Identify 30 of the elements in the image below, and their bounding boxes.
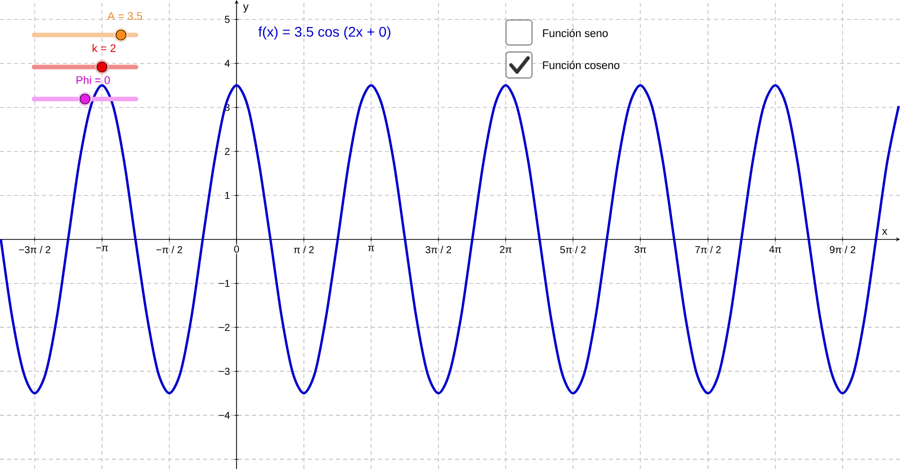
annotation: Función coseno (543, 60, 620, 70)
x-axis-title: x (882, 229, 888, 235)
y-tick-label: −4 (219, 412, 230, 419)
y-axis-title: y (243, 4, 249, 13)
y-tick-label: 2 (224, 148, 230, 155)
x-tick-label: 3π / 2 (426, 246, 452, 254)
y-tick-label: 4 (224, 60, 230, 67)
x-tick-label: −3π / 2 (19, 246, 50, 254)
y-tick-label: −1 (219, 280, 230, 287)
x-tick-label: 9π / 2 (830, 246, 856, 254)
x-tick-label: −π / 2 (156, 246, 182, 254)
x-tick-label: 2π (500, 246, 512, 253)
x-tick-label: 5π / 2 (560, 246, 586, 254)
x-tick-label: 3π (634, 246, 646, 253)
line-series (0, 84, 900, 395)
y-tick-label: 1 (225, 192, 230, 199)
annotation: A = 3.5 (107, 12, 142, 20)
y-tick-label: 5 (224, 16, 230, 23)
x-tick-label: π (368, 246, 374, 252)
x-tick-label: 7π / 2 (695, 246, 721, 254)
x-tick-label: 0 (234, 246, 239, 253)
y-tick-label: −3 (219, 368, 230, 375)
x-tick-label: −π (96, 246, 108, 252)
annotation: k = 2 (92, 44, 116, 52)
annotation: Phi = 0 (76, 76, 110, 84)
x-tick-label: π / 2 (294, 246, 314, 254)
annotation: Función seno (543, 28, 608, 38)
x-tick-label: 4π (769, 246, 782, 253)
y-tick-label: −2 (219, 324, 230, 331)
annotation: f(x) = 3.5 cos (2x + 0) (258, 26, 390, 40)
